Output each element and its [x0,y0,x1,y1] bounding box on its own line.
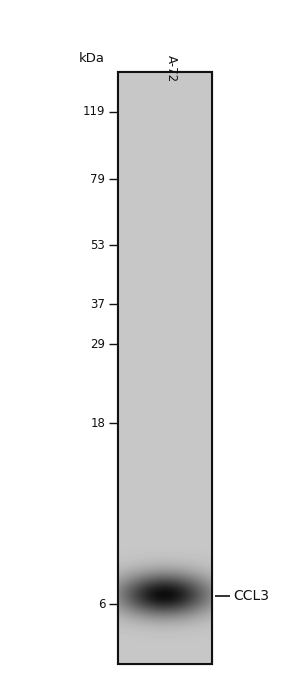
Text: 37: 37 [90,298,105,311]
Text: 53: 53 [91,238,105,251]
Text: kDa: kDa [79,52,105,65]
Text: 119: 119 [83,105,105,118]
Bar [118,72,212,664]
Text: 29: 29 [90,338,105,351]
Text: 6: 6 [98,598,105,611]
Bar [118,72,212,664]
Text: CCL3: CCL3 [233,589,269,603]
Text: 18: 18 [90,416,105,429]
Text: 79: 79 [90,173,105,186]
Text: A-72: A-72 [165,55,178,82]
